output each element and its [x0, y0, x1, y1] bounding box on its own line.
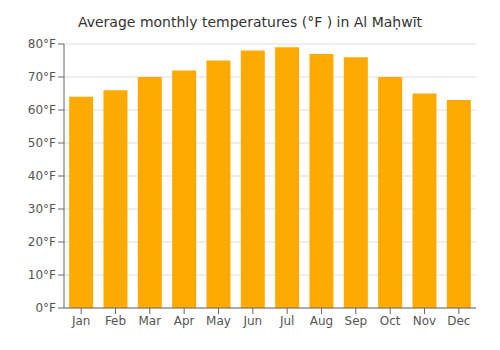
svg-text:20°F: 20°F [28, 235, 56, 249]
svg-text:Jan: Jan [71, 314, 91, 328]
svg-text:Mar: Mar [139, 314, 162, 328]
svg-text:Oct: Oct [380, 314, 401, 328]
svg-text:80°F: 80°F [28, 37, 56, 51]
svg-text:Aug: Aug [310, 314, 333, 328]
svg-text:Nov: Nov [413, 314, 436, 328]
svg-text:Feb: Feb [105, 314, 126, 328]
svg-text:Sep: Sep [345, 314, 368, 328]
svg-text:May: May [206, 314, 231, 328]
svg-text:0°F: 0°F [35, 301, 56, 315]
svg-text:Jul: Jul [279, 314, 294, 328]
svg-text:50°F: 50°F [28, 136, 56, 150]
svg-text:30°F: 30°F [28, 202, 56, 216]
svg-text:10°F: 10°F [28, 268, 56, 282]
svg-text:40°F: 40°F [28, 169, 56, 183]
svg-text:Dec: Dec [447, 314, 470, 328]
svg-text:60°F: 60°F [28, 103, 56, 117]
svg-text:Apr: Apr [174, 314, 195, 328]
html-text:Average monthly temperatures (: Average monthly temperatures (°F ) in Al… [77, 14, 423, 30]
svg-text:Jun: Jun [242, 314, 262, 328]
svg-text:70°F: 70°F [28, 70, 56, 84]
